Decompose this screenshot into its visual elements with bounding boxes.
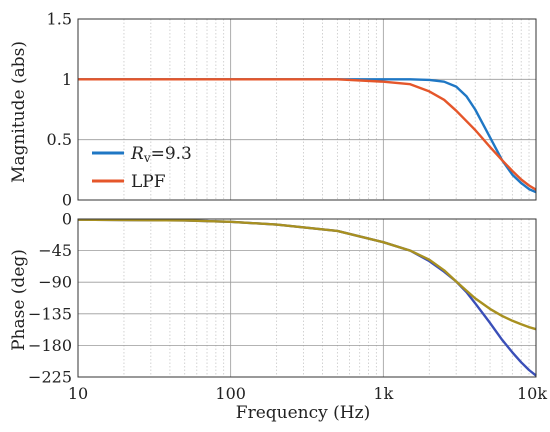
phase-series-line-lpf: [77, 218, 537, 331]
magnitude-ytick-label: 0.5: [47, 130, 72, 149]
phase-ytick-label: −45: [38, 241, 72, 260]
phase-ytick-label: −90: [38, 273, 72, 292]
legend-label-rv-sub: v: [143, 151, 151, 165]
xtick-label: 10k: [517, 384, 547, 403]
legend-label-rv-main: R: [130, 144, 144, 164]
phase-ytick-label: −225: [28, 368, 72, 387]
phase-series-line-rv: [77, 218, 537, 377]
magnitude-series-line-lpf: [78, 78, 537, 191]
magnitude-ylabel: Magnitude (abs): [9, 41, 29, 183]
xtick-label: 100: [215, 384, 246, 403]
legend-label-lpf: LPF: [131, 172, 166, 192]
legend: Rv=9.3 LPF: [92, 144, 192, 192]
phase-ylabel: Phase (deg): [9, 249, 29, 351]
magnitude-panel: 0 0.5 1 1.5: [47, 10, 537, 210]
frequency-xlabel: Frequency (Hz): [236, 403, 370, 423]
legend-label-rv-tail: =9.3: [151, 144, 192, 164]
magnitude-frame: [77, 18, 537, 201]
magnitude-ytick-label: 0: [62, 191, 72, 210]
legend-label-rv: Rv=9.3: [130, 144, 192, 165]
phase-ytick-label: 0: [62, 210, 72, 229]
phase-ytick-label: −135: [28, 304, 72, 323]
phase-ytick-label: −180: [28, 336, 72, 355]
xtick-label: 10: [68, 384, 88, 403]
phase-frame: [77, 218, 537, 378]
magnitude-ytick-label: 1.5: [47, 10, 72, 29]
xtick-label: 1k: [373, 384, 393, 403]
magnitude-ytick-label: 1: [62, 70, 72, 89]
